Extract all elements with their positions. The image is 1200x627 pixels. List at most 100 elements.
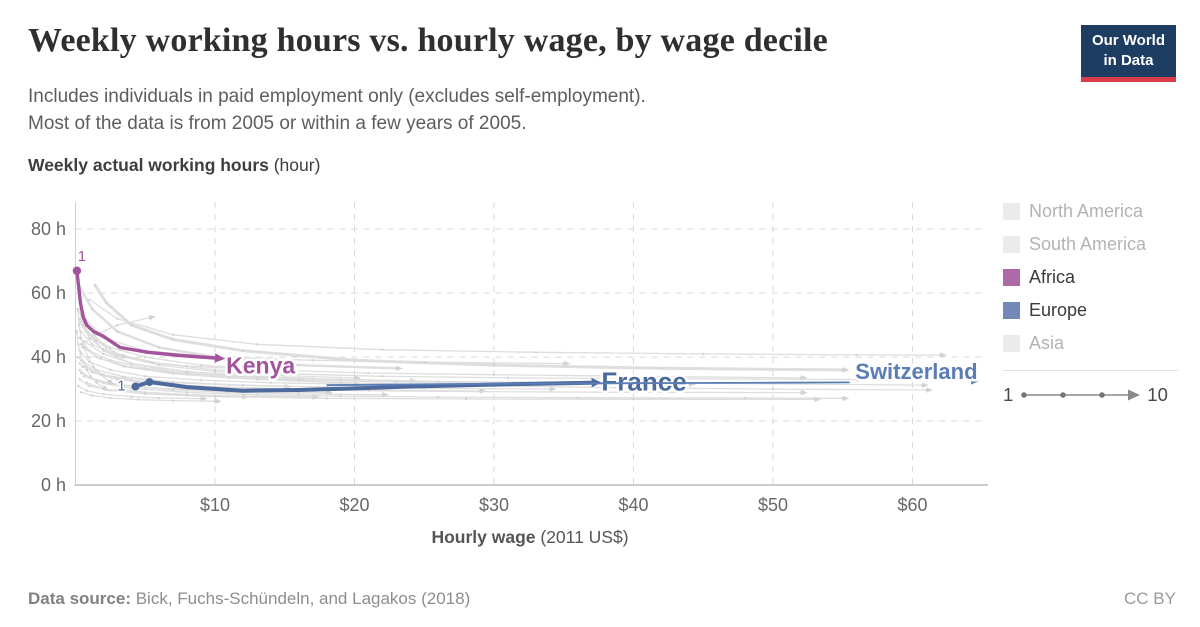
decile-scale-start: 1 — [1003, 384, 1014, 405]
bg-series-dot — [102, 352, 105, 356]
legend-item-south-america[interactable]: South America — [1003, 234, 1180, 255]
legend-item-europe[interactable]: Europe — [1003, 300, 1180, 321]
series-line-kenya[interactable] — [75, 270, 216, 360]
bg-series-dot — [255, 378, 259, 381]
owid-logo[interactable]: Our World in Data — [1080, 25, 1176, 82]
bg-series-dot — [109, 396, 112, 400]
y-tick-label: 60 h — [31, 283, 66, 303]
bg-series-line[interactable] — [76, 331, 104, 389]
bg-series-dot — [116, 317, 119, 320]
bg-series-dot — [157, 396, 161, 400]
bg-series-line[interactable] — [86, 382, 815, 400]
x-tick-label: $40 — [618, 495, 648, 515]
bg-series-dot — [77, 343, 80, 346]
bg-series-dot — [99, 373, 102, 376]
bg-series-dot — [89, 375, 93, 378]
decile-arrow-icon — [1021, 389, 1141, 401]
country-label-france[interactable]: France — [599, 364, 689, 399]
bg-series-dot — [116, 323, 119, 327]
bg-series-dot — [492, 373, 496, 376]
bg-series-line[interactable] — [83, 375, 843, 399]
bg-series-dot — [79, 336, 83, 340]
bg-series-dot — [99, 357, 102, 360]
bg-series-dot — [151, 361, 154, 364]
bg-series-dot — [78, 378, 81, 381]
legend-item-north-america[interactable]: North America — [1003, 201, 1180, 222]
bg-series-line[interactable] — [82, 317, 150, 345]
bg-series-dot — [423, 361, 426, 364]
bg-series-dot — [241, 349, 245, 352]
bg-series-dot — [185, 364, 189, 368]
bg-series-dot — [255, 343, 259, 346]
decile-scale-end: 10 — [1147, 384, 1168, 405]
decile1-marker-kenya: 1 — [78, 248, 86, 265]
country-label-kenya[interactable]: Kenya — [224, 350, 298, 381]
bg-series-line[interactable] — [77, 385, 202, 400]
bg-series-dot — [82, 375, 86, 378]
owid-logo-line1: Our World — [1091, 32, 1165, 49]
bg-series-dot — [157, 363, 161, 367]
bg-series-dot — [241, 384, 245, 387]
bg-series-dot — [255, 375, 259, 378]
bg-series-dot — [109, 346, 112, 349]
bg-series-dot — [77, 323, 81, 327]
bg-series-dot — [311, 359, 314, 362]
legend-swatch-icon — [1003, 335, 1020, 352]
country-label-switzerland[interactable]: Switzerland — [853, 356, 980, 386]
bg-series-line[interactable] — [82, 324, 857, 381]
bg-series-dot — [855, 353, 858, 357]
bg-series-arrow — [926, 387, 933, 393]
bg-series-dot — [76, 307, 79, 311]
bg-series-dot — [116, 330, 119, 333]
x-tick-label: $20 — [339, 495, 369, 515]
legend-item-asia[interactable]: Asia — [1003, 333, 1180, 354]
bg-series-dot — [144, 355, 147, 359]
series-line-switzerland[interactable] — [326, 381, 850, 387]
bg-series-dot — [339, 394, 342, 398]
bg-series-dot — [91, 394, 94, 397]
data-source: Data source: Bick, Fuchs-Schündeln, and … — [28, 589, 471, 608]
bg-series-dot — [604, 386, 607, 389]
bg-series-dot — [213, 395, 217, 398]
bg-series-arrow — [800, 389, 808, 396]
chart-subtitle-line1: Includes individuals in paid employment … — [28, 86, 646, 107]
bg-series-dot — [88, 298, 91, 301]
bg-series-dot — [92, 333, 95, 336]
bg-series-dot — [123, 375, 126, 379]
bg-series-dot — [85, 381, 88, 384]
bg-series-arrow — [312, 394, 320, 400]
bg-series-dot — [185, 393, 189, 396]
bg-series-dot — [130, 323, 133, 327]
bg-series-dot — [367, 389, 370, 392]
bg-series-dot — [78, 362, 81, 365]
bg-series-line[interactable] — [82, 346, 927, 391]
footer: Data source: Bick, Fuchs-Schündeln, and … — [28, 589, 1176, 609]
x-tick-label: $30 — [479, 495, 509, 515]
bg-series-dot — [144, 375, 147, 378]
bg-series-line[interactable] — [76, 309, 110, 382]
license-cc-by[interactable]: CC BY — [1124, 589, 1176, 608]
bg-series-dot — [381, 375, 384, 378]
bg-series-dot — [199, 363, 203, 367]
legend-item-label: Africa — [1029, 267, 1076, 287]
legend-item-africa[interactable]: Africa — [1003, 267, 1180, 288]
bg-series-dot — [79, 371, 83, 375]
bg-series-dot — [632, 398, 635, 401]
bg-series-dot — [660, 367, 663, 370]
legend-item-label: Asia — [1029, 333, 1065, 353]
bg-series-line[interactable] — [80, 391, 216, 402]
chart-subtitle-line2: Most of the data is from 2005 or within … — [28, 113, 527, 134]
bg-series-arrow — [107, 378, 115, 385]
bg-series-dot — [492, 363, 496, 367]
legend-swatch-icon — [1003, 236, 1020, 253]
bg-series-arrow — [842, 367, 850, 373]
bg-series-dot — [81, 360, 85, 364]
legend-item-label: South America — [1029, 234, 1147, 254]
bg-series-dot — [130, 366, 133, 369]
bg-series-dot — [199, 378, 203, 382]
bg-series-dot — [367, 371, 370, 375]
bg-series-dot — [171, 380, 175, 384]
bg-series-dot — [297, 363, 300, 367]
series-dot-kenya — [72, 266, 82, 275]
